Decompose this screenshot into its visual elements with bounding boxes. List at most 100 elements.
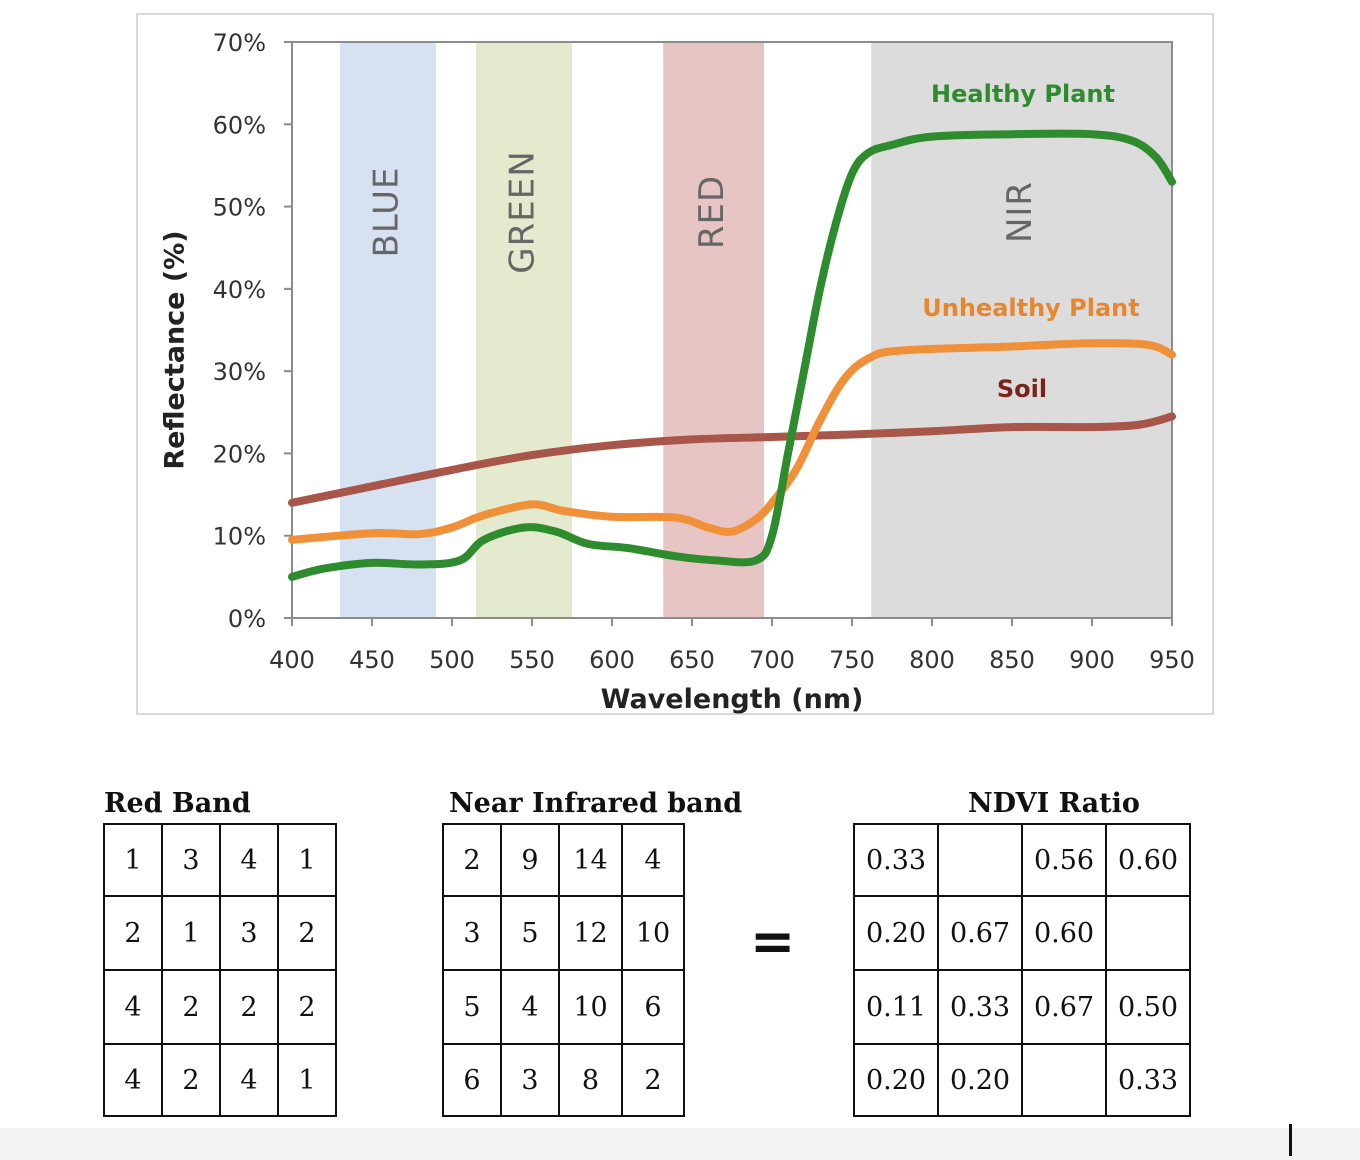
y-tick-label: 40%	[213, 276, 266, 304]
table-cell: 1	[103, 823, 163, 897]
band-label-green: GREEN	[503, 150, 543, 273]
bottom-bar	[0, 1128, 1360, 1160]
table-cell: 0.20	[853, 895, 939, 971]
table-cell: 1	[161, 895, 221, 971]
table-cell: 3	[442, 895, 502, 971]
table-cell: 5	[442, 969, 502, 1045]
table-cell	[1105, 895, 1191, 971]
table-cell: 0.33	[1105, 1043, 1191, 1117]
series-label-soil: Soil	[997, 375, 1047, 403]
table-cell: 10	[558, 969, 623, 1045]
table-row: 0.20 0.67 0.60	[853, 895, 1191, 971]
x-tick-label: 700	[749, 646, 795, 674]
x-tick-label: 500	[429, 646, 475, 674]
table-row: 0.20 0.20 0.33	[853, 1043, 1191, 1117]
table-row: 3 5 12 10	[442, 895, 685, 971]
table-cell: 0.11	[853, 969, 939, 1045]
table-cell: 2	[103, 895, 163, 971]
band-blue	[340, 42, 436, 618]
x-tick-label: 450	[349, 646, 395, 674]
y-tick-label: 50%	[213, 194, 266, 222]
table-cell: 2	[161, 969, 221, 1045]
reflectance-chart: BLUE GREEN RED NIR 0% 10% 20% 30% 40% 50% 60% 70% 40…	[160, 29, 1195, 715]
equals-sign: =	[750, 910, 796, 973]
y-tick-label: 60%	[213, 111, 266, 139]
red-band-title: Red Band	[104, 788, 251, 819]
chart-frame: BLUE GREEN RED NIR 0% 10% 20% 30% 40% 50% 60% 70% 40…	[136, 13, 1214, 715]
table-cell: 0.60	[1105, 823, 1191, 897]
y-tick-label: 20%	[213, 440, 266, 468]
table-cell: 0.56	[1021, 823, 1107, 897]
x-axis-title: Wavelength (nm)	[601, 684, 864, 715]
table-cell: 1	[277, 1043, 337, 1117]
table-cell: 2	[219, 969, 279, 1045]
table-cell: 9	[500, 823, 560, 897]
ndvi-ratio-title: NDVI Ratio	[968, 788, 1140, 819]
x-tick-label: 900	[1069, 646, 1115, 674]
table-cell: 2	[442, 823, 502, 897]
table-row: 0.11 0.33 0.67 0.50	[853, 969, 1191, 1045]
table-cell: 4	[103, 1043, 163, 1117]
y-tick-label: 10%	[213, 523, 266, 551]
y-axis-title: Reflectance (%)	[160, 230, 191, 469]
x-tick-label: 750	[829, 646, 875, 674]
table-cell: 6	[442, 1043, 502, 1117]
band-green	[476, 42, 572, 618]
nir-band-title: Near Infrared band	[449, 788, 743, 819]
ndvi-ratio-table: 0.33 0.56 0.60 0.20 0.67 0.60 0.11 0.33 0.67 0.50…	[853, 823, 1191, 1117]
table-cell	[937, 823, 1023, 897]
band-label-blue: BLUE	[367, 167, 407, 258]
table-cell: 4	[219, 823, 279, 897]
x-tick-label: 800	[909, 646, 955, 674]
x-tick-label: 600	[589, 646, 635, 674]
band-nir	[871, 42, 1172, 618]
table-cell: 0.60	[1021, 895, 1107, 971]
table-cell: 14	[558, 823, 623, 897]
table-cell: 2	[277, 895, 337, 971]
band-label-nir: NIR	[1000, 181, 1040, 243]
x-tick-label: 850	[989, 646, 1035, 674]
table-row: 0.33 0.56 0.60	[853, 823, 1191, 897]
table-cell: 4	[219, 1043, 279, 1117]
table-cell: 2	[277, 969, 337, 1045]
table-cell: 4	[500, 969, 560, 1045]
series-line-healthy-plant	[288, 129, 1176, 581]
series-label-unhealthy-plant: Unhealthy Plant	[922, 294, 1140, 322]
band-label-red: RED	[692, 175, 732, 249]
table-cell: 4	[103, 969, 163, 1045]
table-cell	[1021, 1043, 1107, 1117]
x-tick-label: 650	[669, 646, 715, 674]
table-row: 5 4 10 6	[442, 969, 685, 1045]
table-cell: 4	[621, 823, 685, 897]
table-row: 2 9 14 4	[442, 823, 685, 897]
table-cell: 0.67	[1021, 969, 1107, 1045]
table-cell: 6	[621, 969, 685, 1045]
table-cell: 12	[558, 895, 623, 971]
series-line-unhealthy-plant	[288, 339, 1176, 544]
y-tick-label: 30%	[213, 358, 266, 386]
table-cell: 3	[500, 1043, 560, 1117]
table-cell: 2	[161, 1043, 221, 1117]
table-cell: 3	[219, 895, 279, 971]
y-tick-label: 0%	[228, 605, 266, 633]
series-line-soil	[288, 412, 1176, 507]
table-cell: 0.20	[937, 1043, 1023, 1117]
table-cell: 1	[277, 823, 337, 897]
table-cell: 0.67	[937, 895, 1023, 971]
x-tick-label: 400	[269, 646, 315, 674]
table-cell: 0.50	[1105, 969, 1191, 1045]
plot-border	[291, 41, 1173, 619]
series-label-healthy-plant: Healthy Plant	[931, 80, 1115, 108]
x-tick-label: 550	[509, 646, 555, 674]
x-tick-label: 950	[1149, 646, 1195, 674]
y-tick-label: 70%	[213, 29, 266, 57]
table-cell: 5	[500, 895, 560, 971]
text-cursor	[1289, 1124, 1292, 1156]
table-cell: 0.33	[937, 969, 1023, 1045]
